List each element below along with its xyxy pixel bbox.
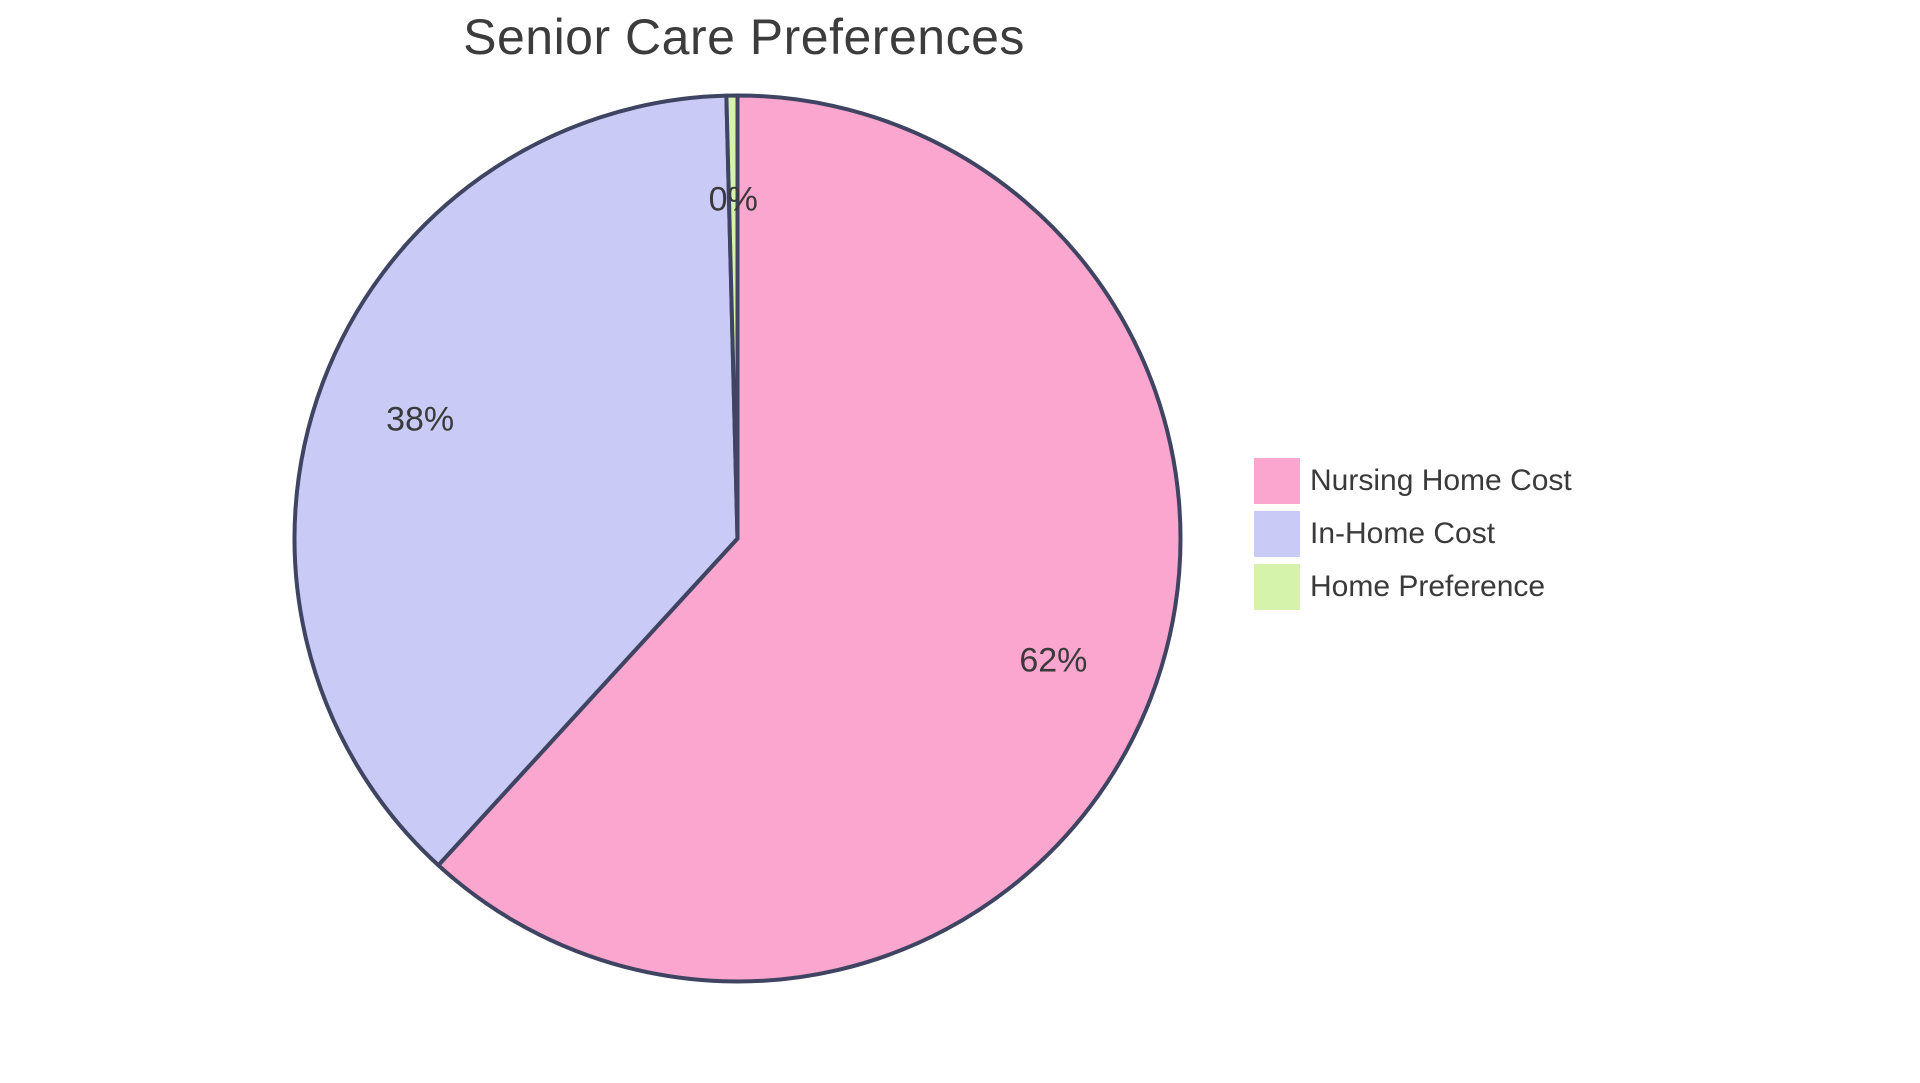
legend-swatch-in-home-cost (1254, 511, 1300, 557)
legend-label-nursing-home-cost: Nursing Home Cost (1310, 464, 1572, 497)
pie-slice-home-preference[interactable] (724, 93, 740, 541)
pie-slice-in-home-cost[interactable] (292, 93, 740, 868)
chart-title: Senior Care Preferences (463, 9, 1025, 65)
legend-item-nursing-home-cost[interactable]: Nursing Home Cost (1254, 458, 1572, 504)
legend: Nursing Home Cost In-Home Cost Home Pref… (1254, 458, 1572, 610)
legend-label-in-home-cost: In-Home Cost (1310, 517, 1496, 550)
legend-item-in-home-cost[interactable]: In-Home Cost (1254, 511, 1572, 557)
legend-swatch-nursing-home-cost (1254, 458, 1300, 504)
legend-label-home-preference: Home Preference (1310, 570, 1546, 603)
legend-item-home-preference[interactable]: Home Preference (1254, 564, 1572, 610)
legend-swatch-home-preference (1254, 564, 1300, 610)
pie-slice-nursing-home-cost[interactable] (436, 93, 1183, 984)
